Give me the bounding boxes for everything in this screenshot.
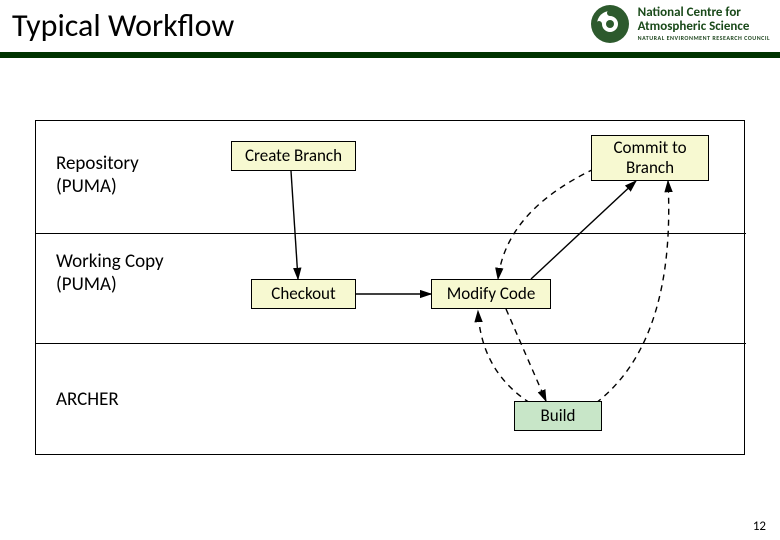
edge-modify-build bbox=[506, 309, 546, 401]
lane-separator bbox=[36, 233, 746, 234]
logo-line-2: Atmospheric Science bbox=[638, 20, 770, 34]
edge-create-checkout bbox=[291, 171, 298, 279]
page-number: 12 bbox=[753, 519, 766, 534]
lane-label: Repository(PUMA) bbox=[56, 153, 139, 199]
lane-separator bbox=[36, 343, 746, 344]
node-commit: Commit toBranch bbox=[591, 135, 709, 181]
logo-text: National Centre for Atmospheric Science … bbox=[638, 6, 770, 42]
node-checkout: Checkout bbox=[251, 279, 356, 309]
swirl-icon bbox=[590, 4, 630, 44]
edge-commit-modify bbox=[498, 169, 594, 279]
node-modify: Modify Code bbox=[431, 279, 551, 309]
logo-line-1: National Centre for bbox=[638, 6, 770, 20]
title-underline bbox=[0, 52, 780, 58]
workflow-diagram: Repository(PUMA) Working Copy(PUMA) ARCHER… bbox=[35, 120, 745, 455]
edge-build-commit bbox=[596, 181, 669, 403]
slide: Typical Workflow National Centre for Atm… bbox=[0, 0, 780, 540]
lane-label: Working Copy(PUMA) bbox=[56, 251, 164, 297]
logo-subtitle: NATURAL ENVIRONMENT RESEARCH COUNCIL bbox=[638, 35, 770, 41]
node-build: Build bbox=[514, 401, 602, 431]
slide-title: Typical Workflow bbox=[12, 6, 234, 45]
lane-label: ARCHER bbox=[56, 389, 119, 412]
org-logo: National Centre for Atmospheric Science … bbox=[590, 4, 770, 44]
edge-build-modify bbox=[478, 311, 530, 403]
edge-modify-commit bbox=[531, 181, 636, 279]
title-bar: Typical Workflow National Centre for Atm… bbox=[0, 0, 780, 60]
node-create: Create Branch bbox=[231, 141, 356, 171]
